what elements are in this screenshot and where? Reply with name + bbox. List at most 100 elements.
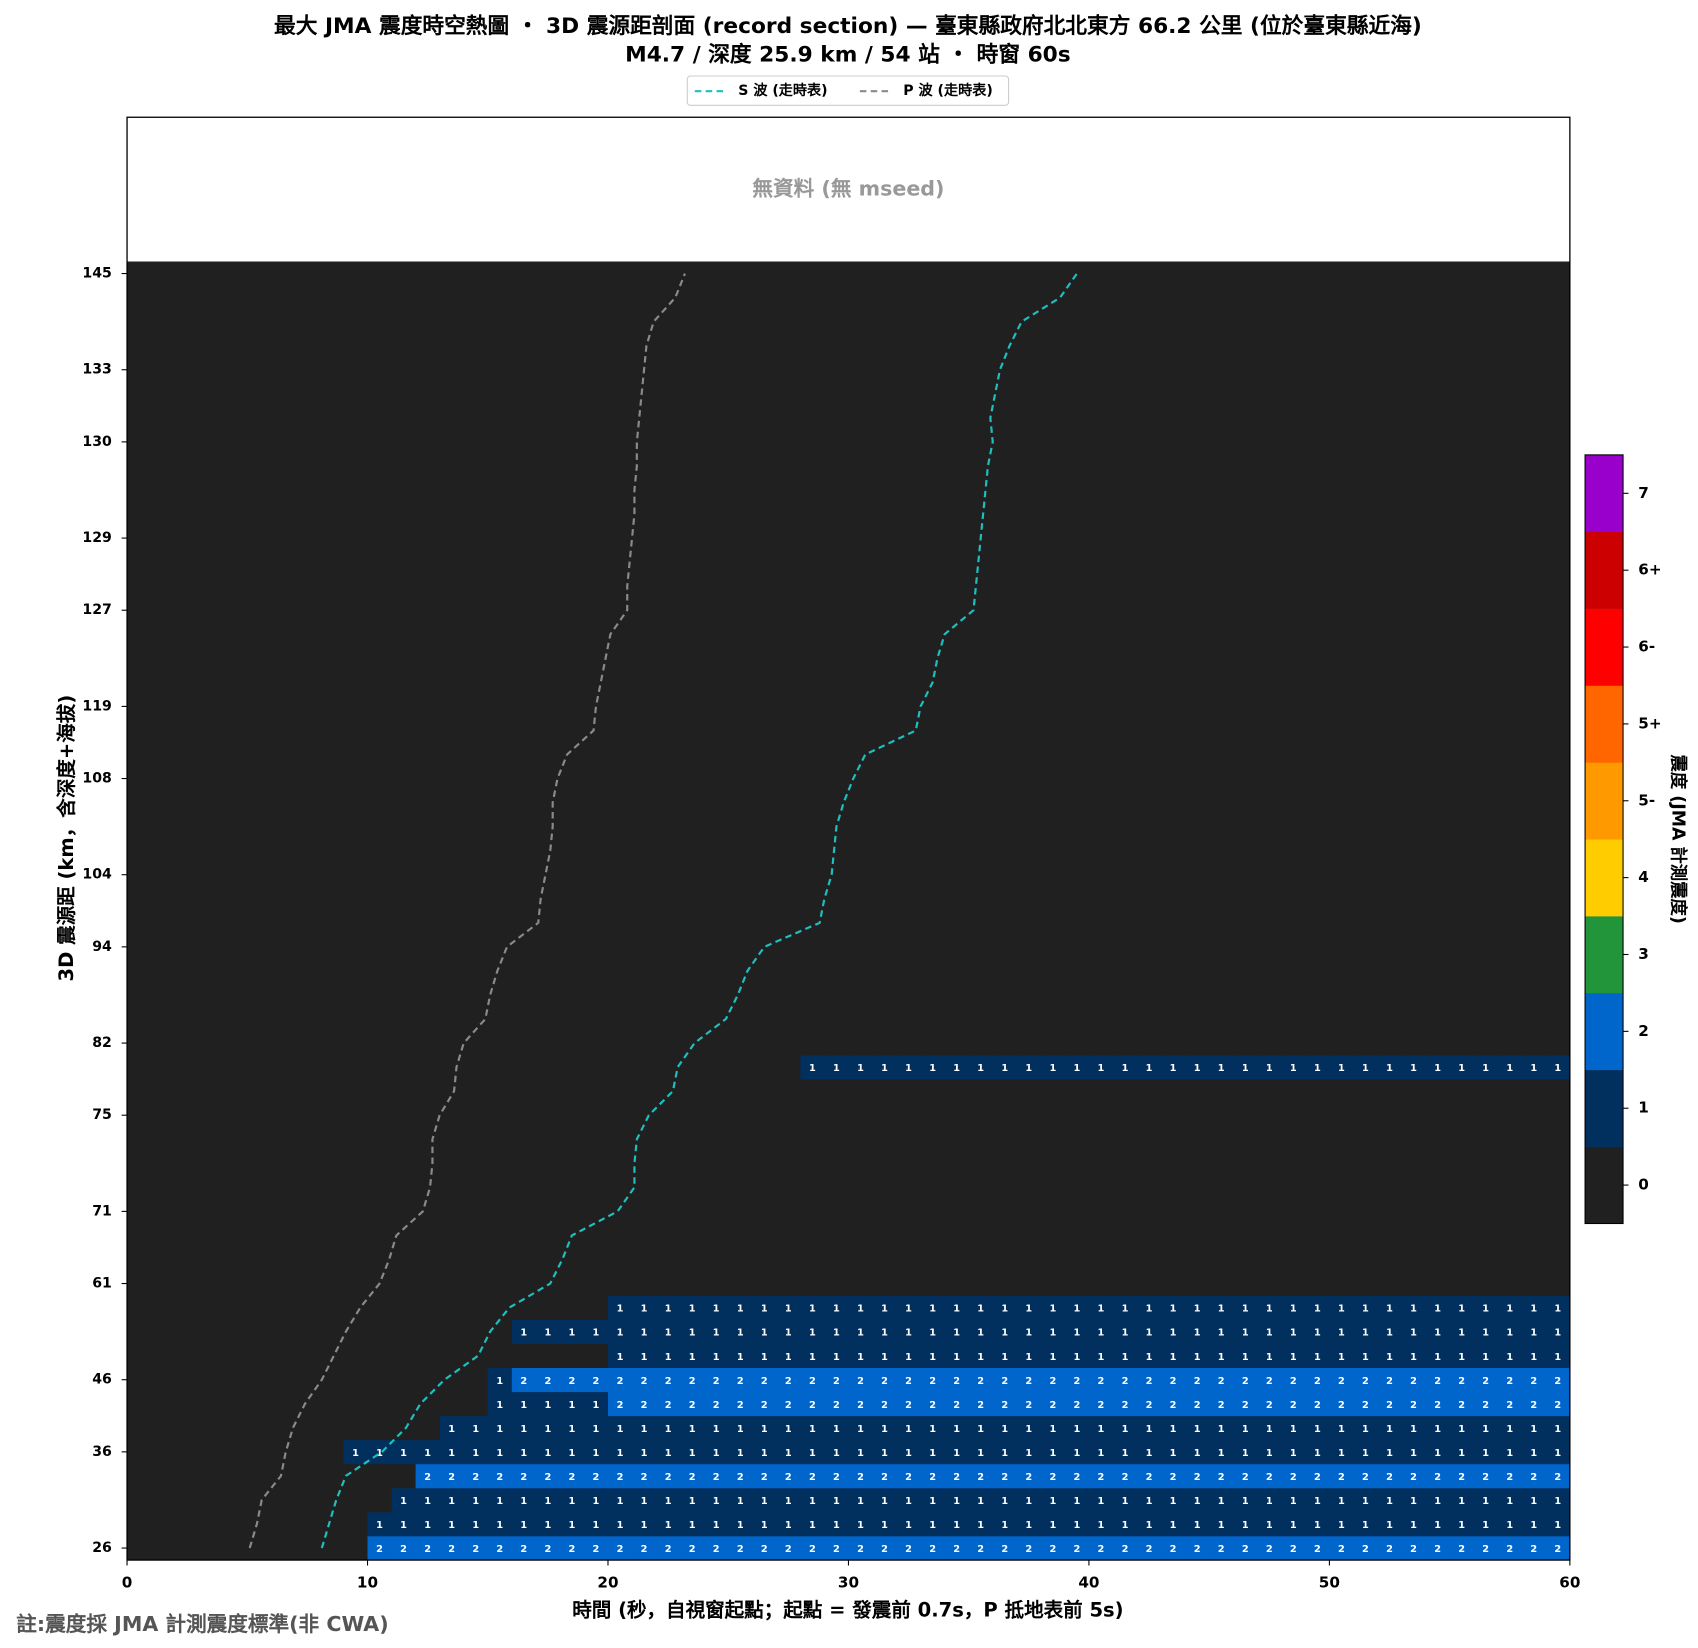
heatmap-cell (127, 1415, 152, 1441)
heatmap-cell (1137, 405, 1162, 431)
heatmap-cell (1088, 477, 1114, 503)
heatmap-cell (1137, 1199, 1162, 1224)
cell-label: 1 (1098, 1063, 1105, 1074)
heatmap-cell (1329, 1536, 1354, 1561)
heatmap-cell (848, 1079, 873, 1104)
heatmap-cell (656, 886, 681, 912)
heatmap-cell (1425, 1103, 1450, 1128)
heatmap-cell (583, 982, 609, 1008)
heatmap-cell (1377, 790, 1402, 815)
heatmap-cell (632, 694, 657, 719)
heatmap-cell (487, 790, 513, 815)
heatmap-cell (728, 1439, 753, 1465)
heatmap-cell (439, 357, 465, 383)
heatmap-cell (1064, 814, 1090, 839)
heatmap-cell (1329, 958, 1354, 984)
heatmap-cell (1377, 718, 1402, 743)
heatmap-cell (1257, 285, 1282, 310)
heatmap-cell (848, 1247, 873, 1272)
heatmap-cell (968, 1511, 994, 1537)
heatmap-cell (271, 285, 296, 310)
heatmap-cell (992, 477, 1018, 503)
heatmap-cell (247, 309, 272, 334)
heatmap-cell (199, 405, 224, 431)
heatmap-cell (151, 1175, 176, 1200)
cell-label: 2 (1266, 1544, 1273, 1555)
heatmap-cell (247, 766, 272, 791)
cell-label: 1 (737, 1424, 744, 1435)
heatmap-cell (1040, 646, 1066, 671)
heatmap-cell (1545, 1055, 1571, 1080)
heatmap-cell (583, 357, 609, 383)
heatmap-cell (704, 526, 729, 551)
heatmap-cell (295, 574, 320, 599)
heatmap-cell (1497, 1031, 1523, 1056)
colorbar-segment (1585, 839, 1624, 917)
heatmap-cell (1161, 429, 1186, 455)
heatmap-cell (271, 910, 296, 936)
heatmap-cell (896, 790, 921, 815)
cell-label: 1 (1074, 1063, 1081, 1074)
heatmap-cell (1088, 1031, 1114, 1056)
heatmap-cell (1064, 1199, 1090, 1224)
heatmap-cell (1137, 838, 1162, 864)
cell-label: 2 (1386, 1544, 1393, 1555)
heatmap-cell (1377, 814, 1402, 839)
heatmap-cell (463, 526, 489, 551)
heatmap-cell (151, 357, 176, 383)
heatmap-cell (968, 838, 994, 864)
heatmap-cell (776, 1151, 801, 1176)
heatmap-cell (1161, 1151, 1186, 1176)
cell-label: 1 (881, 1496, 888, 1507)
heatmap-cell (1545, 742, 1571, 767)
heatmap-cell (1137, 1415, 1162, 1441)
heatmap-cell (1305, 886, 1330, 912)
heatmap-cell (728, 1367, 753, 1393)
heatmap-cell (656, 261, 681, 286)
heatmap-cell (1281, 1175, 1306, 1200)
heatmap-cell (968, 958, 994, 984)
heatmap-cell (1425, 1439, 1450, 1465)
cell-label: 1 (1001, 1520, 1008, 1531)
heatmap-cell (1473, 934, 1499, 960)
heatmap-cell (992, 1151, 1018, 1176)
cell-label: 1 (641, 1304, 648, 1315)
heatmap-cell (824, 766, 849, 791)
heatmap-cell (1185, 1439, 1210, 1465)
cell-label: 1 (1362, 1304, 1369, 1315)
cell-label: 1 (641, 1496, 648, 1507)
heatmap-cell (391, 1391, 416, 1417)
heatmap-cell (872, 1439, 897, 1465)
heatmap-cell (1521, 1319, 1547, 1344)
heatmap-cell (223, 550, 248, 575)
cell-label: 2 (785, 1472, 792, 1483)
heatmap-cell (1353, 622, 1378, 647)
heatmap-cell (1257, 1103, 1282, 1128)
cell-label: 1 (1554, 1352, 1561, 1363)
heatmap-cell (944, 886, 970, 912)
heatmap-cell (1088, 1006, 1114, 1032)
heatmap-cell (1449, 574, 1475, 599)
heatmap-cell (800, 1247, 825, 1272)
heatmap-cell (127, 670, 152, 695)
heatmap-cell (583, 1199, 609, 1224)
heatmap-cell (199, 1487, 224, 1513)
heatmap-cell (824, 309, 849, 334)
cell-label: 1 (1554, 1496, 1561, 1507)
heatmap-cell (583, 862, 609, 888)
heatmap-cell (992, 405, 1018, 431)
heatmap-cell (1064, 1151, 1090, 1176)
cell-label: 2 (1386, 1376, 1393, 1387)
heatmap-cell (632, 453, 657, 479)
heatmap-cell (1497, 766, 1523, 791)
heatmap-cell (319, 694, 344, 719)
heatmap-cell (559, 1391, 585, 1417)
cell-label: 2 (1458, 1376, 1465, 1387)
heatmap-cell (271, 1319, 296, 1344)
cell-label: 2 (1146, 1472, 1153, 1483)
heatmap-cell (1449, 1055, 1475, 1080)
heatmap-cell (1545, 958, 1571, 984)
heatmap-cell (1185, 381, 1210, 407)
heatmap-cell (199, 790, 224, 815)
heatmap-cell (824, 1031, 849, 1056)
